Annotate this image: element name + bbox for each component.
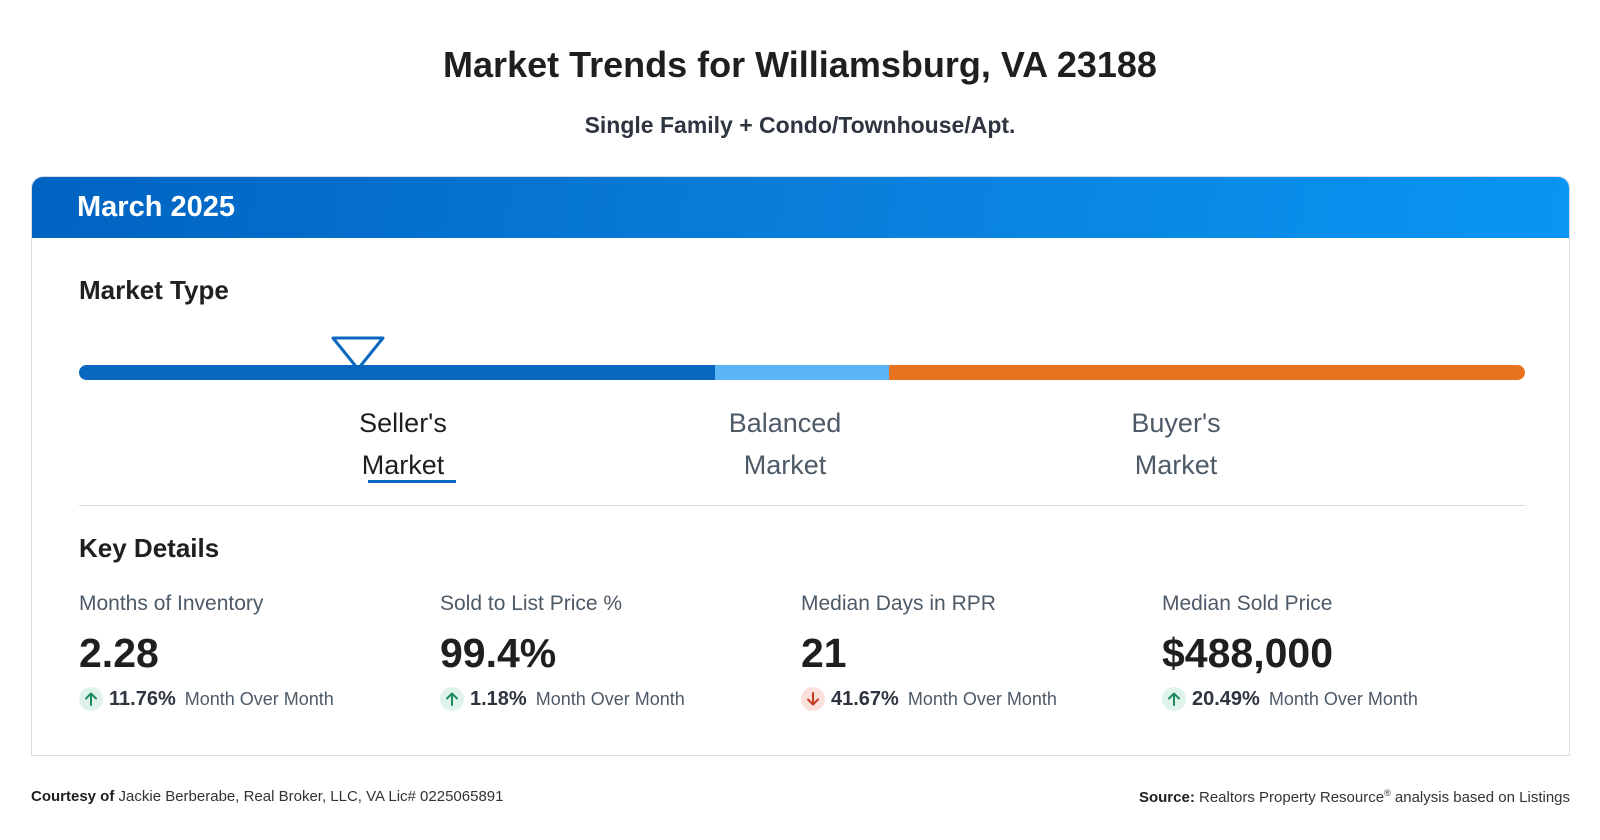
arrow-down-icon [801,687,825,711]
metric-label: Months of Inventory [79,592,264,615]
metric-change: 20.49% Month Over Month [1162,687,1522,711]
gauge-segment-buyer [889,365,1525,380]
registered-mark: ® [1384,788,1391,798]
source-footer: Source: Realtors Property Resource® anal… [1139,788,1570,806]
arrow-up-icon [1162,687,1186,711]
metric-change: 11.76% Month Over Month [79,687,439,711]
sellers-market-label: Seller's Market [359,408,447,480]
metric-months-of-inventory: Months of Inventory 2.28 11.76% Month Ov… [79,592,439,711]
metric-label: Sold to List Price % [440,592,623,615]
page-title: Market Trends for Williamsburg, VA 23188 [443,44,1157,85]
metric-value: 99.4% [440,630,557,676]
arrow-up-icon [79,687,103,711]
change-percent: 1.18% [470,687,527,710]
period-label: March 2025 [77,191,235,223]
metric-value: 2.28 [79,630,159,676]
market-type-heading: Market Type [79,275,229,305]
market-card: March 2025 Market Type Seller's Market B… [31,176,1570,756]
market-type-gauge [79,365,1525,380]
market-indicator-icon [331,336,385,371]
metric-median-days-in-rpr: Median Days in RPR 21 41.67% Month Over … [801,592,1161,711]
balanced-market-label: Balanced Market [728,408,842,480]
metric-value: $488,000 [1162,630,1334,676]
change-label: Month Over Month [1268,688,1418,709]
courtesy-prefix: Courtesy of [31,788,115,805]
courtesy-footer: Courtesy of Jackie Berberabe, Real Broke… [31,788,503,805]
section-divider [79,505,1525,506]
metric-sold-to-list-price: Sold to List Price % 99.4% 1.18% Month O… [440,592,800,711]
metric-median-sold-price: Median Sold Price $488,000 20.49% Month … [1162,592,1522,711]
source-name: Realtors Property Resource [1199,789,1385,806]
card-header: March 2025 [32,177,1569,238]
change-label: Month Over Month [184,688,334,709]
courtesy-text: Jackie Berberabe, Real Broker, LLC, VA L… [118,788,504,805]
metric-change: 41.67% Month Over Month [801,687,1161,711]
change-label: Month Over Month [535,688,685,709]
change-percent: 11.76% [109,687,176,710]
key-details-heading: Key Details [79,533,220,563]
gauge-segment-balanced [715,365,889,380]
page-subtitle: Single Family + Condo/Townhouse/Apt. [584,112,1016,138]
metric-value: 21 [801,630,847,676]
change-label: Month Over Month [907,688,1057,709]
metric-label: Median Days in RPR [801,592,996,615]
arrow-up-icon [440,687,464,711]
change-percent: 41.67% [831,687,899,710]
metric-change: 1.18% Month Over Month [440,687,800,711]
active-market-underline [368,480,456,483]
buyers-market-label: Buyer's Market [1131,408,1221,480]
metric-label: Median Sold Price [1162,592,1333,615]
source-suffix: analysis based on Listings [1394,789,1570,806]
gauge-segment-seller [79,365,715,380]
change-percent: 20.49% [1192,687,1260,710]
source-prefix: Source: [1138,789,1195,806]
